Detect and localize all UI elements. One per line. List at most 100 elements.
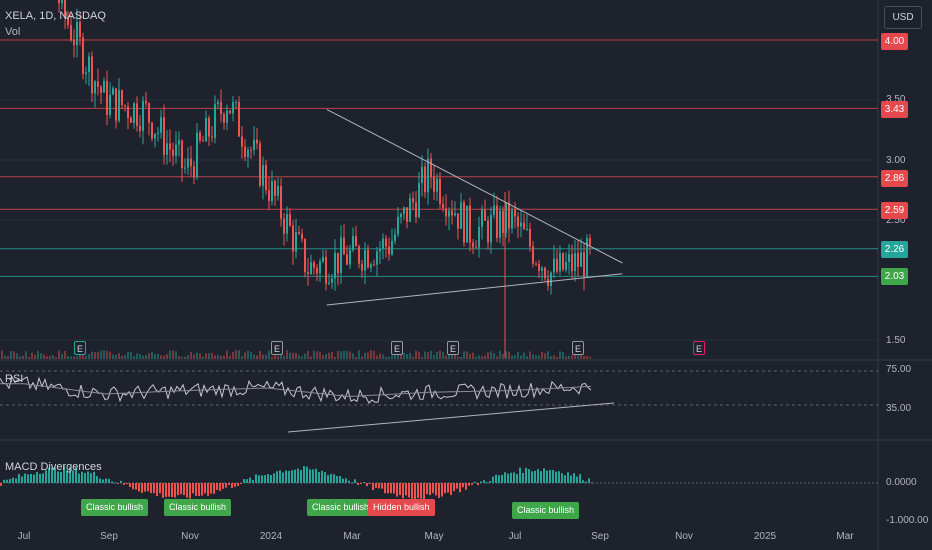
candle-body [307, 272, 309, 275]
candle-body [163, 117, 165, 155]
candle-body [397, 216, 399, 235]
price-level-tag: 2.86 [881, 170, 908, 187]
macd-histogram-bar [555, 471, 557, 483]
volume-bar [310, 356, 312, 359]
volume-bar [118, 353, 120, 359]
candle-body [100, 86, 102, 93]
macd-histogram-bar [342, 478, 344, 483]
macd-histogram-bar [534, 470, 536, 483]
volume-bar [424, 351, 426, 359]
candle-body [184, 167, 186, 169]
candle-body [391, 241, 393, 255]
macd-histogram-bar [57, 471, 59, 483]
candle-body [151, 122, 153, 139]
volume-bar [463, 351, 465, 359]
candle-body [508, 202, 510, 229]
candle-body [295, 232, 297, 252]
macd-histogram-bar [267, 474, 269, 483]
macd-histogram-bar [429, 483, 431, 496]
volume-bar [85, 355, 87, 359]
time-tick: Mar [343, 531, 361, 542]
volume-bar [25, 351, 27, 359]
macd-histogram-bar [282, 472, 284, 483]
macd-histogram-bar [18, 473, 20, 483]
volume-bar [382, 354, 384, 359]
earnings-marker[interactable]: E [447, 341, 459, 355]
volume-bar [127, 352, 129, 359]
volume-bar [280, 352, 282, 359]
earnings-marker[interactable]: E [271, 341, 283, 355]
macd-histogram-bar [90, 473, 92, 483]
volume-bar [22, 355, 24, 359]
macd-histogram-bar [27, 474, 29, 483]
candle-body [589, 238, 591, 246]
price-level-tag: 4.00 [881, 33, 908, 50]
macd-histogram-bar [432, 483, 434, 494]
macd-histogram-bar [459, 483, 461, 493]
time-tick: Sep [591, 531, 609, 542]
volume-bar [319, 351, 321, 359]
macd-histogram-bar [186, 483, 188, 498]
macd-histogram-bar [99, 478, 101, 483]
divergence-badge: Classic bullish [81, 499, 149, 516]
candle-body [268, 190, 270, 202]
candle-body [430, 158, 432, 178]
earnings-marker[interactable]: E [391, 341, 403, 355]
macd-histogram-bar [258, 475, 260, 483]
macd-histogram-bar [159, 483, 161, 494]
volume-bar [175, 351, 177, 359]
macd-histogram-bar [336, 476, 338, 483]
volume-bar [364, 352, 366, 359]
volume-bar [238, 350, 240, 359]
macd-histogram-bar [549, 469, 551, 483]
volume-bar [136, 353, 138, 359]
macd-histogram-bar [339, 476, 341, 483]
macd-histogram-bar [588, 478, 590, 483]
volume-bar [235, 350, 237, 359]
macd-histogram-bar [387, 483, 389, 494]
macd-histogram-bar [375, 483, 377, 488]
macd-histogram-bar [60, 471, 62, 483]
earnings-marker[interactable]: E [74, 341, 86, 355]
volume-bar [328, 352, 330, 359]
macd-histogram-bar [369, 483, 371, 485]
macd-histogram-bar [417, 483, 419, 499]
macd-histogram-bar [366, 483, 368, 487]
volume-bar [577, 353, 579, 359]
earnings-marker[interactable]: E [693, 341, 705, 355]
volume-bar [295, 352, 297, 359]
macd-histogram-bar [219, 483, 221, 491]
macd-histogram-bar [228, 483, 230, 486]
macd-histogram-bar [288, 470, 290, 483]
macd-histogram-bar [231, 483, 233, 489]
candle-body [376, 251, 378, 265]
macd-histogram-bar [156, 483, 158, 497]
candle-body [271, 180, 273, 202]
earnings-marker[interactable]: E [572, 341, 584, 355]
macd-histogram-bar [276, 471, 278, 483]
volume-bar [28, 356, 30, 359]
macd-histogram-bar [390, 483, 392, 494]
volume-bar [196, 352, 198, 359]
macd-histogram-bar [180, 483, 182, 495]
volume-bar [547, 351, 549, 359]
macd-histogram-bar [318, 472, 320, 483]
volume-bar [334, 356, 336, 359]
candle-body [250, 149, 252, 151]
volume-bar [97, 351, 99, 359]
macd-tick: -1.000.00 [886, 515, 929, 526]
divergence-badge: Classic bullish [512, 502, 580, 519]
currency-button[interactable]: USD [884, 6, 922, 29]
candle-body [388, 246, 390, 255]
macd-histogram-bar [456, 483, 458, 489]
candle-body [484, 209, 486, 221]
volume-bar [10, 351, 12, 359]
macd-histogram-bar [315, 468, 317, 483]
volume-bar [52, 355, 54, 359]
candle-body [262, 165, 264, 186]
volume-bar [340, 351, 342, 359]
time-tick: Nov [675, 531, 693, 542]
volume-bar [172, 350, 174, 359]
